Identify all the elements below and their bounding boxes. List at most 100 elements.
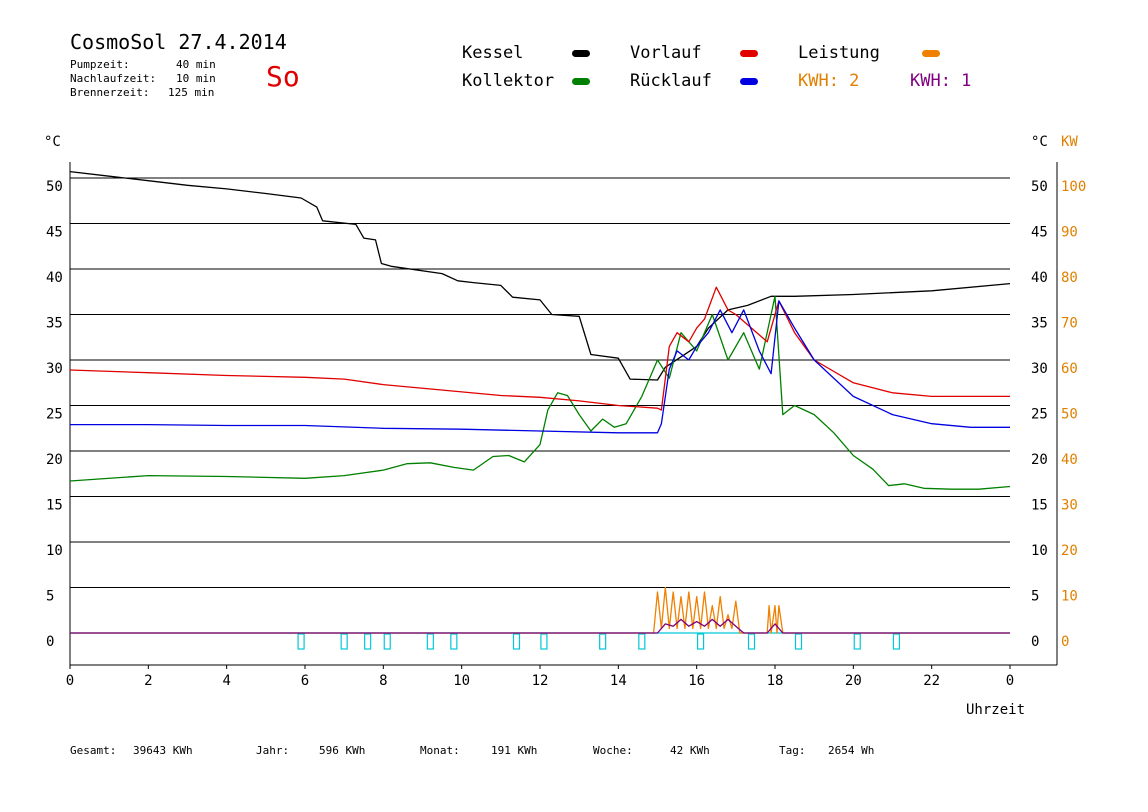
footer-monat-label: Monat:: [420, 744, 460, 757]
weekday-label: So: [266, 60, 300, 93]
y2-tick-label-30: 30: [1031, 361, 1048, 377]
pump-event-marker: [853, 633, 861, 650]
chart-title: CosmoSol 27.4.2014: [70, 30, 287, 54]
kw-tick-label-50: 50: [1061, 407, 1078, 423]
kw-tick-label-90: 90: [1061, 225, 1078, 241]
footer-jahr-value: 596 KWh: [319, 744, 366, 757]
footer-woche-value: 42 KWh: [670, 744, 710, 757]
pump-event-marker: [364, 633, 372, 650]
x-tick-label-12: 0: [1006, 673, 1014, 689]
pump-event-marker: [599, 633, 607, 650]
y2-tick-label-15: 15: [1031, 498, 1048, 514]
pump-event-marker: [426, 633, 434, 650]
series-line-kwh-1: [70, 618, 1010, 634]
y2-tick-label-45: 45: [1031, 225, 1048, 241]
y-tick-label-0: 0: [46, 634, 54, 650]
pump-event-marker: [696, 633, 705, 650]
x-tick-label-5: 10: [453, 673, 470, 689]
y-tick-label-5: 5: [46, 589, 54, 605]
x-tick-label-9: 18: [767, 673, 784, 689]
x-tick-label-7: 14: [610, 673, 627, 689]
footer-tag-value: 2654 Wh: [828, 744, 875, 757]
pump-events: [297, 633, 901, 650]
footer-tag-label: Tag:: [779, 744, 806, 757]
axes: [69, 162, 1058, 669]
param-pumpzeit-value: 40 min: [176, 58, 216, 71]
x-tick-label-2: 4: [222, 673, 230, 689]
kw-tick-label-60: 60: [1061, 361, 1078, 377]
series-line-kollektor: [69, 295, 1011, 490]
legend-vorlauf-label: Vorlauf: [630, 43, 702, 63]
pump-event-marker: [747, 633, 756, 650]
param-nachlaufzeit-label: Nachlaufzeit:: [70, 72, 157, 85]
param-brennerzeit-value: 125 min: [168, 86, 215, 99]
kw-tick-label-100: 100: [1061, 179, 1086, 195]
legend-ruecklauf-label: Rücklauf: [630, 71, 712, 91]
y2-tick-label-50: 50: [1031, 179, 1048, 195]
param-brennerzeit-label: Brennerzeit:: [70, 86, 150, 99]
left-unit-label: °C: [44, 134, 61, 150]
series-line-vorlauf: [69, 286, 1010, 411]
pump-event-marker: [383, 633, 391, 650]
x-tick-label-4: 8: [379, 673, 387, 689]
x-tick-label-11: 22: [923, 673, 940, 689]
param-pumpzeit-label: Pumpzeit:: [70, 58, 130, 71]
x-tick-label-6: 12: [532, 673, 549, 689]
x-tick-label-1: 2: [144, 673, 152, 689]
legend-kollektor-label: Kollektor: [462, 71, 555, 91]
pump-event-marker: [340, 633, 348, 650]
series-line-r-cklauf: [70, 300, 1010, 434]
y-tick-label-40: 40: [46, 270, 63, 286]
y-tick-label-20: 20: [46, 452, 63, 468]
pump-event-marker: [297, 633, 305, 650]
x-axis-label: Uhrzeit: [966, 702, 1025, 718]
y2-tick-label-20: 20: [1031, 452, 1048, 468]
kw-tick-label-0: 0: [1061, 634, 1069, 650]
y2-tick-label-10: 10: [1031, 543, 1048, 559]
kw-tick-label-70: 70: [1061, 316, 1078, 332]
kw-tick-label-40: 40: [1061, 452, 1078, 468]
param-nachlaufzeit-value: 10 min: [176, 72, 216, 85]
x-tick-label-0: 0: [66, 673, 74, 689]
kw-tick-label-10: 10: [1061, 589, 1078, 605]
y-tick-label-15: 15: [46, 498, 63, 514]
legend-kwh1-label: KWH: 1: [910, 71, 972, 91]
y-tick-label-10: 10: [46, 543, 63, 559]
pump-event-marker: [794, 633, 803, 650]
grid-lines: [70, 177, 1010, 634]
y-tick-label-25: 25: [46, 407, 63, 423]
kw-tick-label-80: 80: [1061, 270, 1078, 286]
pump-event-marker: [512, 633, 521, 650]
pump-event-marker: [450, 633, 458, 650]
y-tick-label-50: 50: [46, 179, 63, 195]
kw-tick-label-20: 20: [1061, 543, 1078, 559]
y2-tick-label-40: 40: [1031, 270, 1048, 286]
x-tick-label-3: 6: [301, 673, 309, 689]
legend-leistung-label: Leistung: [798, 43, 880, 63]
kw-tick-label-30: 30: [1061, 498, 1078, 514]
pump-event-marker: [540, 633, 548, 650]
series-line-kessel: [69, 170, 1011, 381]
y2-tick-label-35: 35: [1031, 316, 1048, 332]
legend-kollektor-swatch: [572, 78, 590, 85]
legend-vorlauf-swatch: [740, 50, 758, 57]
legend-kessel-label: Kessel: [462, 43, 524, 63]
footer-gesamt-label: Gesamt:: [70, 744, 117, 757]
series-line-leistung: [70, 586, 1010, 634]
series-lines: [69, 170, 1011, 634]
footer-gesamt-value: 39643 KWh: [133, 744, 193, 757]
right-unit-label: °C: [1031, 134, 1048, 150]
x-tick-label-8: 16: [688, 673, 705, 689]
footer-woche-label: Woche:: [593, 744, 633, 757]
y-tick-label-45: 45: [46, 225, 63, 241]
legend-leistung-swatch: [922, 50, 940, 57]
pump-event-marker: [638, 633, 646, 650]
y2-tick-label-5: 5: [1031, 589, 1039, 605]
y-tick-label-30: 30: [46, 361, 63, 377]
y-tick-label-35: 35: [46, 316, 63, 332]
footer-jahr-label: Jahr:: [256, 744, 290, 757]
y2-tick-label-0: 0: [1031, 634, 1039, 650]
kw-unit-label: KW: [1061, 134, 1078, 150]
